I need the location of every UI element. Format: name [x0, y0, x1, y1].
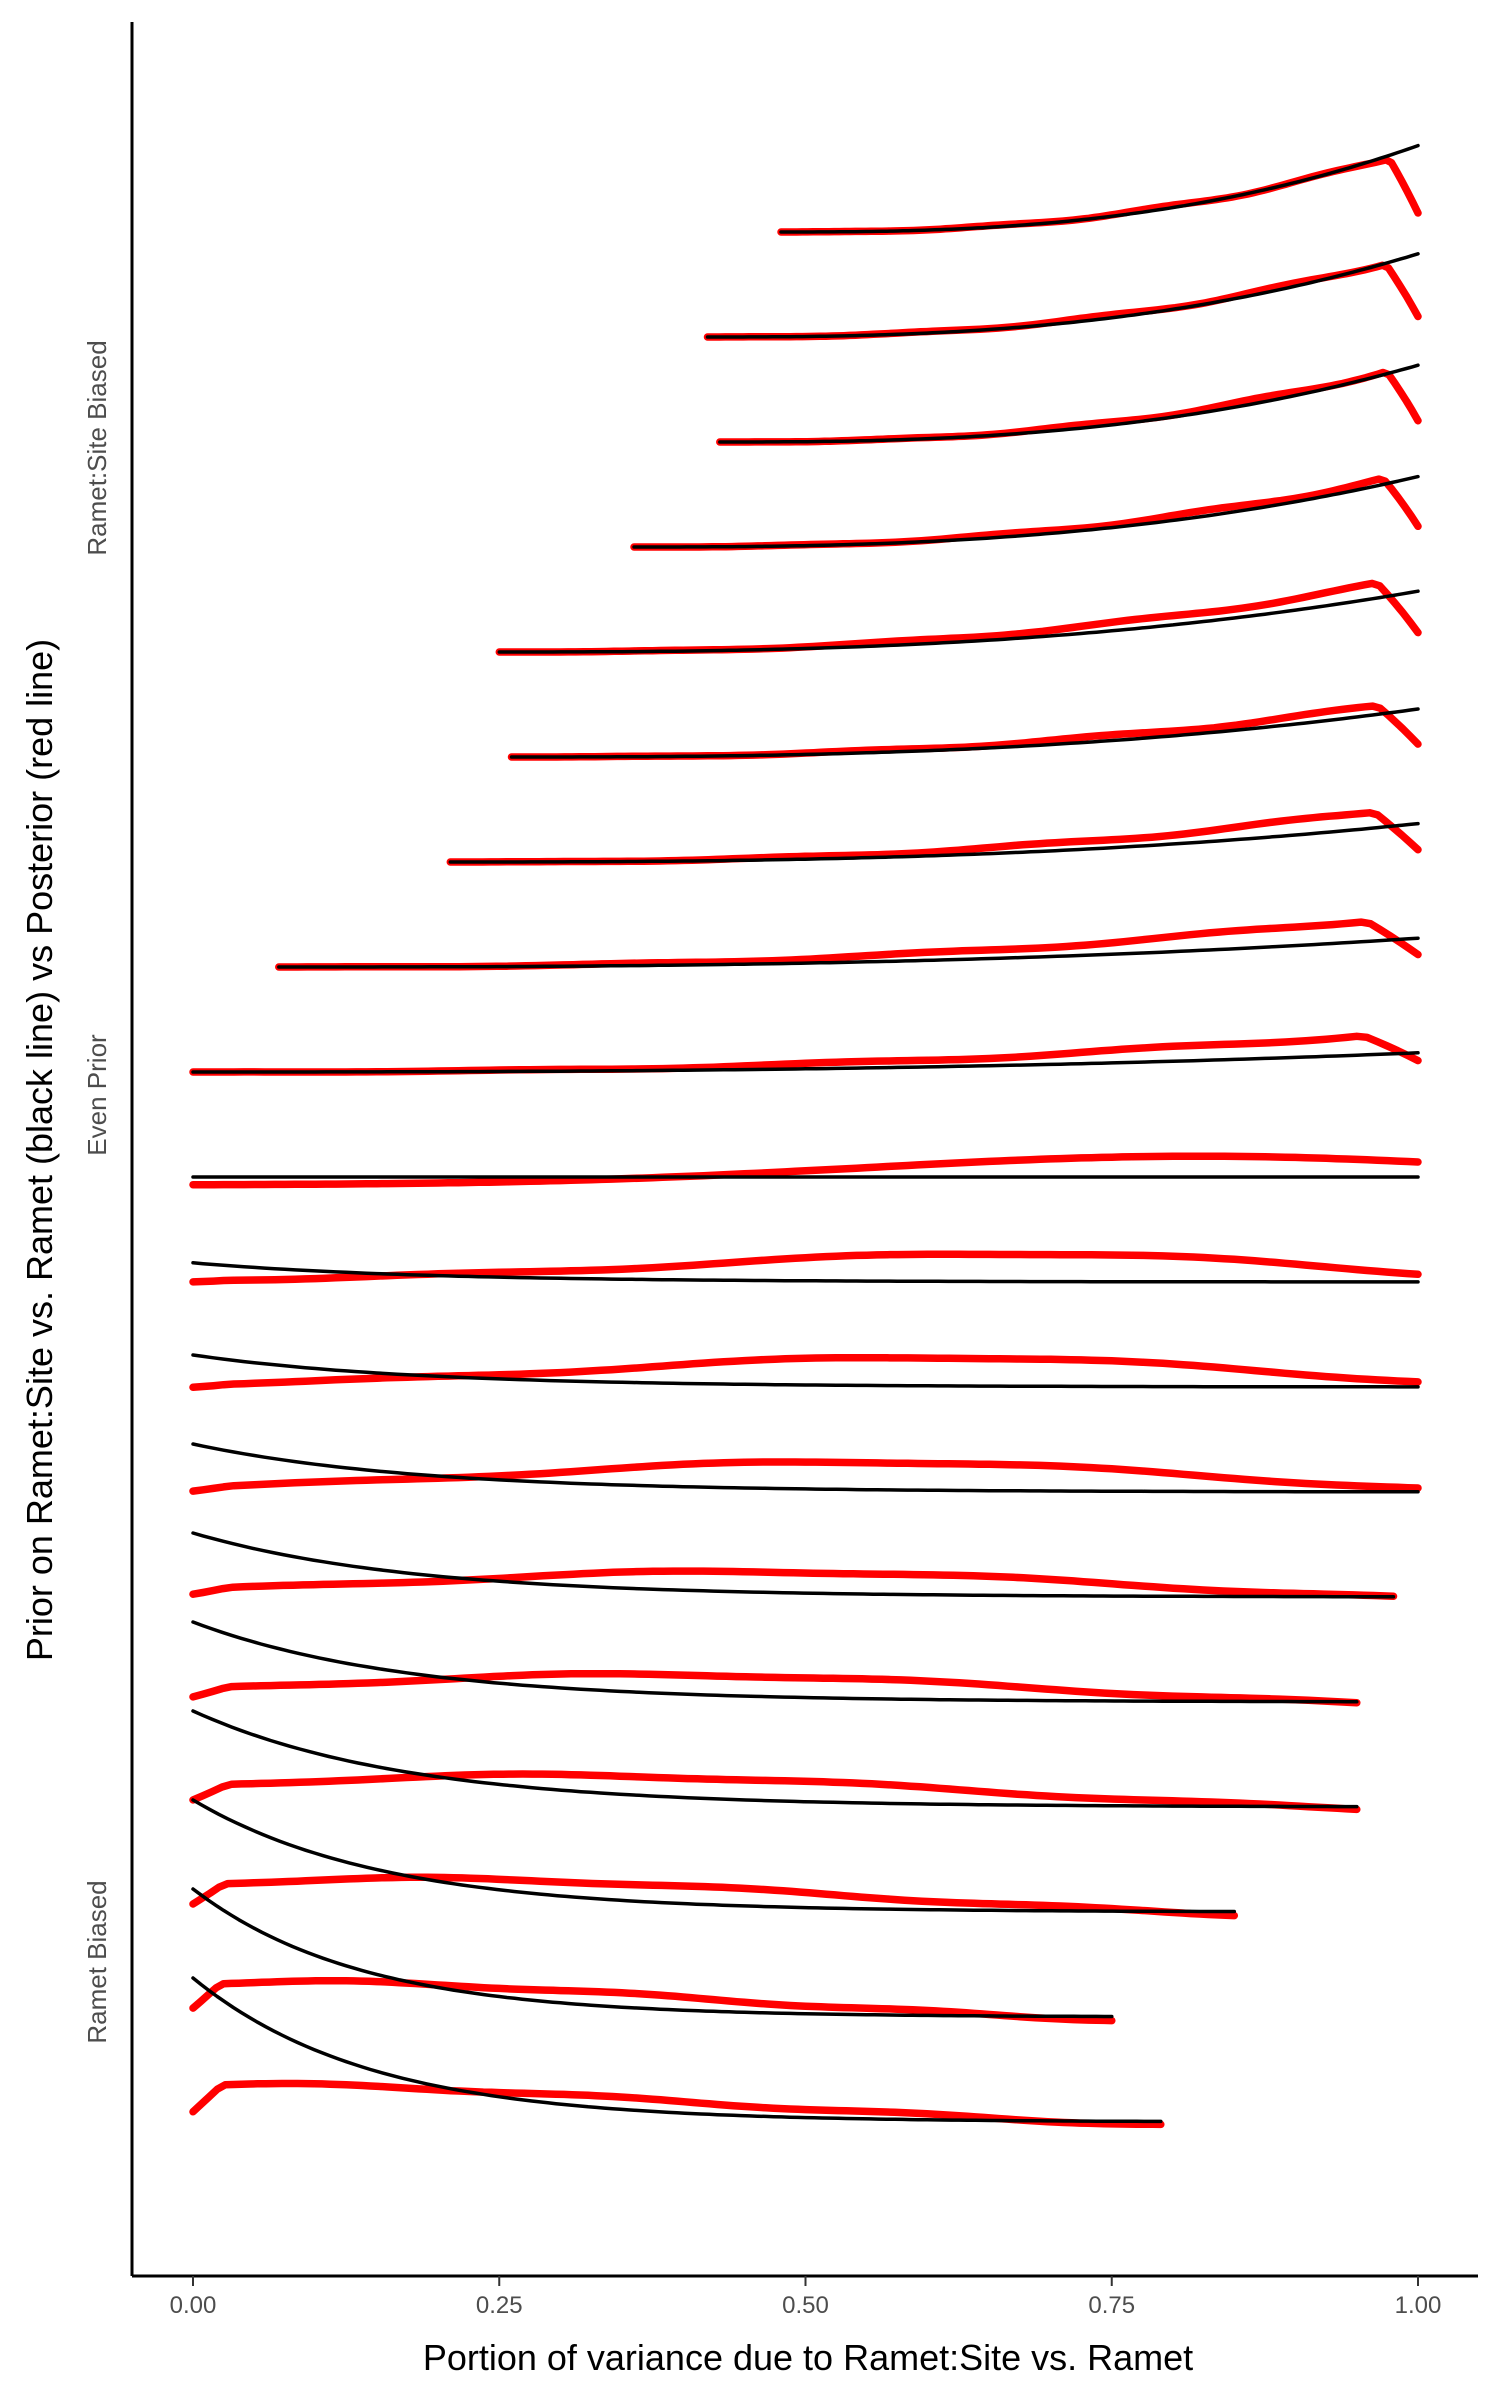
prior-line	[191, 1976, 1163, 2124]
prior-line	[191, 1798, 1237, 1914]
category-label-ramet-site-biased: Ramet:Site Biased	[82, 340, 112, 555]
prior-line	[191, 1620, 1359, 1704]
prior-line	[191, 1261, 1420, 1284]
x-tick-label: 0.00	[170, 2292, 217, 2319]
x-tick-label: 0.25	[476, 2292, 523, 2319]
posterior-line	[189, 1669, 1361, 1707]
posterior-line	[189, 1152, 1422, 1189]
prior-line	[191, 1353, 1420, 1389]
posterior-line	[716, 368, 1422, 446]
posterior-line	[189, 1250, 1422, 1286]
prior-line	[718, 363, 1420, 444]
prior-line	[497, 589, 1420, 654]
posterior-line	[189, 1567, 1398, 1601]
category-label-even-prior: Even Prior	[82, 1034, 112, 1156]
prior-line	[509, 707, 1420, 759]
posterior-line	[189, 1873, 1239, 1920]
category-label-ramet-biased: Ramet Biased	[82, 1880, 112, 2043]
x-tick-label: 0.50	[782, 2292, 829, 2319]
posterior-line	[189, 1458, 1422, 1495]
prior-line	[191, 1531, 1396, 1599]
posterior-line	[189, 1770, 1361, 1814]
x-axis-ticks: 0.00 0.25 0.50 0.75 1.00	[170, 2276, 1442, 2319]
posterior-line	[777, 156, 1422, 236]
x-axis-title: Portion of variance due to Ramet:Site vs…	[423, 2337, 1193, 2378]
x-tick-label: 1.00	[1395, 2292, 1442, 2319]
prior-line	[277, 936, 1420, 969]
chart-lines	[189, 143, 1422, 2129]
posterior-line	[189, 1976, 1116, 2025]
y-axis-title: Prior on Ramet:Site vs. Ramet (black lin…	[19, 639, 60, 1661]
prior-line	[705, 252, 1420, 339]
prior-line	[779, 143, 1420, 234]
prior-line	[191, 1442, 1420, 1494]
prior-line	[191, 1887, 1114, 2019]
posterior-line	[275, 918, 1422, 971]
x-tick-label: 0.75	[1088, 2292, 1135, 2319]
posterior-line	[189, 1353, 1422, 1392]
posterior-line	[703, 261, 1422, 341]
prior-line	[191, 1709, 1359, 1809]
prior-line	[448, 821, 1420, 864]
posterior-line	[189, 1032, 1422, 1076]
posterior-line	[189, 2079, 1165, 2129]
prior-line	[191, 1051, 1420, 1074]
prior-line	[632, 474, 1420, 549]
